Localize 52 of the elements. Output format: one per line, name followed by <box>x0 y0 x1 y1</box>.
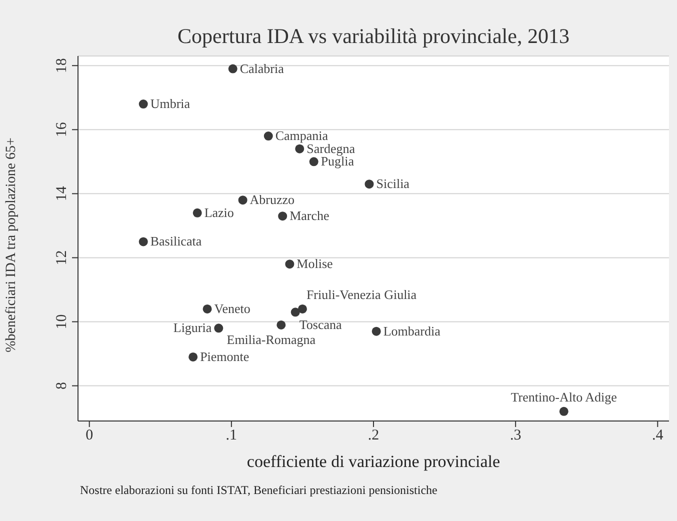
y-tick-label: 14 <box>54 186 70 202</box>
point <box>276 320 286 330</box>
annotation: Calabria <box>240 60 284 76</box>
point <box>192 208 202 218</box>
y-tick-label: 12 <box>54 250 70 266</box>
x-tick-label: .1 <box>226 428 238 444</box>
y-tick-label: 18 <box>54 58 70 74</box>
annotation: Friuli-Venezia Giulia <box>306 286 417 302</box>
x-tick-label: .4 <box>652 428 664 444</box>
y-tick-label: 10 <box>54 314 70 330</box>
point <box>372 326 381 336</box>
y-tick-label: 16 <box>54 122 70 138</box>
annotation: Marche <box>290 208 330 224</box>
y-axis-title: %beneficiari IDA tra popolazione 65+ <box>4 138 20 352</box>
x-tick-label: .2 <box>368 428 380 444</box>
annotation: Toscana <box>299 317 342 332</box>
annotation: Basilicata <box>150 234 202 249</box>
point <box>298 304 307 314</box>
y-tick-label: 8 <box>54 382 70 390</box>
annotation: Trentino-Alto Adige <box>510 389 618 404</box>
annotation: Lazio <box>204 204 234 220</box>
annotation: Sardegna <box>306 140 356 156</box>
point <box>228 64 238 74</box>
point <box>264 132 273 141</box>
annotation: Veneto <box>214 300 250 316</box>
point <box>295 144 304 154</box>
point <box>188 352 198 362</box>
chart-title: Copertura IDA vs variabilità provinciale, 2013 <box>176 24 570 49</box>
annotation: Campania <box>275 128 328 144</box>
annotation: Molise <box>296 256 334 272</box>
x-axis-title: coefficiente di variazione provinciale <box>246 452 502 472</box>
point <box>278 212 288 221</box>
point <box>364 180 374 189</box>
point <box>285 260 294 269</box>
point <box>309 157 318 166</box>
annotation: Lombardia <box>383 323 441 338</box>
point <box>290 308 300 317</box>
x-tick-label: .3 <box>510 428 522 444</box>
point <box>202 304 212 314</box>
annotation: Umbria <box>150 96 190 112</box>
point <box>238 196 248 205</box>
point <box>214 324 224 333</box>
point <box>138 237 148 246</box>
point <box>559 406 568 416</box>
x-tick-label: 0 <box>86 428 94 444</box>
annotation: Sicilia <box>376 176 410 192</box>
point <box>138 100 148 109</box>
annotation: Abruzzo <box>250 192 295 208</box>
text: Nostre elaborazioni su fonti ISTAT, Beneficiari prestiazioni pensionistiche <box>80 483 438 498</box>
annotation: Emilia-Romagna <box>226 332 316 347</box>
annotation: Piemonte <box>200 348 250 364</box>
annotation: Liguria <box>173 320 212 336</box>
